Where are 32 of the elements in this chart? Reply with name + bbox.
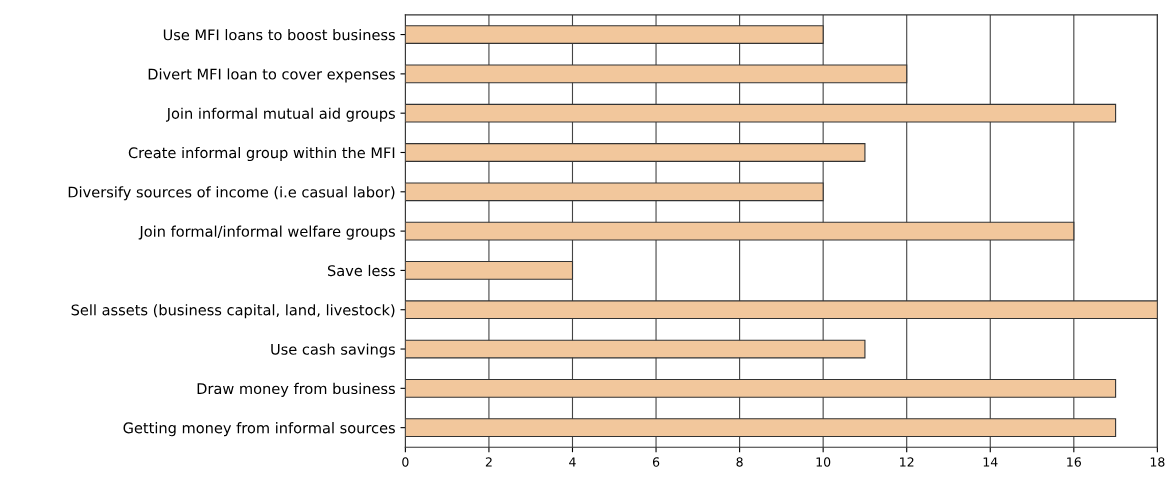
y-tick-label: Join informal mutual aid groups xyxy=(165,107,395,122)
bar xyxy=(405,418,1117,438)
y-tick-label: Sell assets (business capital, land, livestock) xyxy=(71,304,395,319)
y-tick-label: Create informal group within the MFI xyxy=(128,146,395,162)
bar xyxy=(405,339,866,359)
y-tick-label: Use MFI loans to boost business xyxy=(163,29,395,41)
bar xyxy=(405,143,866,162)
bar xyxy=(405,103,1117,123)
x-tick-label: 8 xyxy=(736,457,743,467)
bar xyxy=(405,25,824,44)
bar xyxy=(405,221,1075,241)
x-tick-label: 4 xyxy=(569,457,576,467)
x-tick-label: 18 xyxy=(1150,457,1165,467)
x-tick-label: 2 xyxy=(485,457,492,467)
y-tick-label: Getting money from informal sources xyxy=(123,422,395,437)
bar xyxy=(405,261,574,280)
bar xyxy=(405,64,908,84)
bar xyxy=(405,378,1117,398)
y-tick-label: Diversify sources of income (i.e casual labor) xyxy=(68,186,395,201)
x-tick-label: 14 xyxy=(983,457,998,467)
x-tick-label: 16 xyxy=(1067,457,1081,467)
x-tick-label: 6 xyxy=(652,457,660,467)
y-tick-label: Save less xyxy=(327,264,395,277)
y-tick-label: Divert MFI loan to cover expenses xyxy=(148,68,395,83)
y-tick-label: Use cash savings xyxy=(271,343,395,358)
x-tick-label: 12 xyxy=(900,457,914,467)
bar xyxy=(405,182,824,202)
x-tick-label: 0 xyxy=(402,457,409,467)
y-tick-label: Join formal/informal welfare groups xyxy=(138,225,395,240)
y-tick-label: Draw money from business xyxy=(197,382,395,397)
bar xyxy=(405,300,1158,320)
x-tick-label: 10 xyxy=(816,457,831,467)
